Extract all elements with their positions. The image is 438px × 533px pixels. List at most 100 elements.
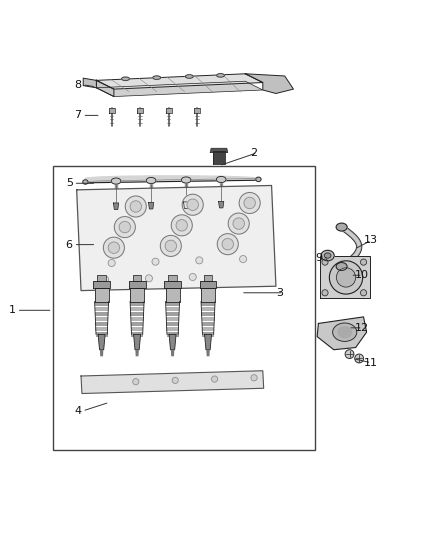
Circle shape bbox=[152, 258, 159, 265]
Polygon shape bbox=[317, 317, 367, 350]
Circle shape bbox=[172, 377, 178, 383]
Ellipse shape bbox=[338, 327, 351, 338]
Circle shape bbox=[360, 259, 367, 265]
Polygon shape bbox=[93, 280, 110, 288]
Polygon shape bbox=[204, 275, 212, 280]
Polygon shape bbox=[134, 334, 141, 350]
Polygon shape bbox=[131, 322, 143, 326]
Ellipse shape bbox=[111, 178, 121, 184]
Circle shape bbox=[222, 238, 233, 250]
Ellipse shape bbox=[146, 177, 156, 183]
Polygon shape bbox=[194, 108, 200, 113]
Text: 3: 3 bbox=[276, 288, 283, 298]
Polygon shape bbox=[96, 74, 263, 89]
Circle shape bbox=[125, 196, 146, 217]
Circle shape bbox=[329, 261, 363, 294]
Circle shape bbox=[114, 216, 135, 238]
Circle shape bbox=[345, 350, 354, 359]
Polygon shape bbox=[131, 327, 143, 332]
Polygon shape bbox=[77, 185, 276, 290]
Circle shape bbox=[322, 259, 328, 265]
Polygon shape bbox=[85, 179, 258, 183]
Polygon shape bbox=[95, 322, 108, 326]
Polygon shape bbox=[166, 317, 179, 321]
Circle shape bbox=[102, 276, 109, 283]
Polygon shape bbox=[97, 275, 106, 280]
Ellipse shape bbox=[336, 263, 347, 270]
Polygon shape bbox=[205, 334, 212, 350]
Polygon shape bbox=[164, 280, 181, 288]
Ellipse shape bbox=[321, 251, 334, 261]
Ellipse shape bbox=[85, 176, 258, 181]
Polygon shape bbox=[201, 306, 215, 311]
Text: 10: 10 bbox=[355, 270, 369, 280]
Ellipse shape bbox=[216, 176, 226, 182]
Text: 2: 2 bbox=[250, 148, 257, 158]
Circle shape bbox=[336, 268, 356, 287]
Polygon shape bbox=[100, 350, 103, 356]
Text: 6: 6 bbox=[66, 240, 73, 249]
Circle shape bbox=[133, 378, 139, 385]
Polygon shape bbox=[219, 201, 224, 208]
Text: 8: 8 bbox=[74, 80, 81, 90]
Circle shape bbox=[130, 201, 141, 212]
Circle shape bbox=[182, 194, 203, 215]
Polygon shape bbox=[169, 334, 176, 350]
Circle shape bbox=[251, 375, 257, 381]
Polygon shape bbox=[166, 108, 172, 113]
Ellipse shape bbox=[256, 177, 261, 182]
Circle shape bbox=[244, 197, 255, 209]
Polygon shape bbox=[202, 322, 214, 326]
Polygon shape bbox=[113, 203, 119, 209]
Text: 7: 7 bbox=[74, 110, 81, 120]
Polygon shape bbox=[201, 312, 215, 316]
Circle shape bbox=[228, 213, 249, 234]
Polygon shape bbox=[202, 327, 214, 332]
Circle shape bbox=[171, 215, 192, 236]
Circle shape bbox=[160, 236, 181, 256]
Ellipse shape bbox=[333, 323, 357, 342]
Text: 13: 13 bbox=[364, 235, 378, 245]
Polygon shape bbox=[201, 317, 215, 321]
Circle shape bbox=[355, 354, 364, 363]
Ellipse shape bbox=[83, 180, 88, 184]
Polygon shape bbox=[166, 287, 180, 302]
Polygon shape bbox=[245, 74, 293, 93]
Text: 11: 11 bbox=[364, 358, 378, 368]
Circle shape bbox=[239, 192, 260, 214]
Polygon shape bbox=[133, 275, 141, 280]
Polygon shape bbox=[129, 280, 145, 288]
Polygon shape bbox=[166, 322, 179, 326]
Polygon shape bbox=[200, 280, 216, 288]
Circle shape bbox=[176, 220, 187, 231]
Circle shape bbox=[189, 273, 196, 280]
Polygon shape bbox=[206, 350, 210, 356]
Polygon shape bbox=[184, 202, 189, 208]
Circle shape bbox=[108, 242, 120, 253]
Polygon shape bbox=[166, 302, 180, 306]
Circle shape bbox=[233, 218, 244, 229]
Polygon shape bbox=[109, 108, 115, 113]
Polygon shape bbox=[130, 302, 144, 306]
Ellipse shape bbox=[121, 77, 130, 80]
Polygon shape bbox=[320, 256, 370, 298]
Polygon shape bbox=[83, 78, 96, 88]
Ellipse shape bbox=[185, 75, 193, 78]
Circle shape bbox=[196, 257, 203, 264]
Polygon shape bbox=[95, 327, 108, 332]
Circle shape bbox=[322, 290, 328, 296]
Text: 12: 12 bbox=[355, 323, 369, 333]
Polygon shape bbox=[131, 332, 143, 336]
Bar bbox=[53, 166, 315, 450]
Circle shape bbox=[145, 275, 152, 282]
Polygon shape bbox=[95, 317, 108, 321]
Ellipse shape bbox=[336, 223, 347, 231]
Polygon shape bbox=[202, 332, 214, 336]
Circle shape bbox=[360, 290, 367, 296]
Polygon shape bbox=[95, 306, 109, 311]
Polygon shape bbox=[130, 287, 144, 302]
Polygon shape bbox=[213, 151, 225, 164]
Text: 5: 5 bbox=[66, 178, 73, 188]
Polygon shape bbox=[201, 287, 215, 302]
Circle shape bbox=[217, 233, 238, 255]
